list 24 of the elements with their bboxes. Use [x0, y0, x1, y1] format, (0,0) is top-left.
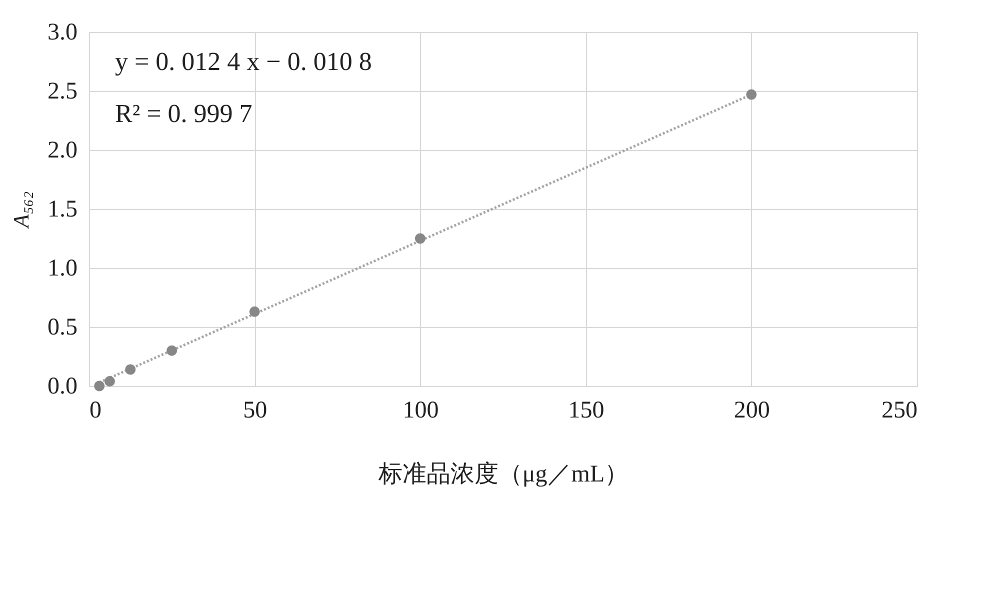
y-tick-label: 2.0: [48, 138, 78, 164]
point: [414, 233, 426, 244]
point: [125, 364, 136, 375]
y-tick-label: 0.0: [48, 374, 78, 400]
y-tick-label: 0.5: [48, 314, 78, 340]
annotation: y = 0. 012 4 x − 0. 010 8: [115, 47, 372, 76]
y-tick-label: 2.5: [48, 78, 78, 104]
x-axis-title: 标准品浓度（μg／mL）: [377, 460, 629, 488]
point: [104, 376, 115, 387]
x-tick-label: 150: [568, 398, 604, 424]
point: [249, 306, 260, 317]
y-tick-label: 1.0: [48, 256, 78, 282]
point: [94, 380, 105, 392]
y-tick-label: 3.0: [48, 20, 78, 46]
point: [746, 89, 757, 100]
x-tick-label: 200: [734, 398, 770, 424]
annotation: R² = 0. 999 7: [115, 99, 252, 128]
x-tick-label: 50: [243, 398, 268, 424]
point: [166, 345, 178, 356]
y-axis-title: A₅₆₂: [8, 190, 34, 230]
x-tick-label: 100: [402, 398, 439, 424]
x-tick-label: 250: [882, 398, 918, 424]
y-tick-label: 1.5: [48, 196, 78, 222]
x-tick-label: 0: [90, 398, 102, 424]
